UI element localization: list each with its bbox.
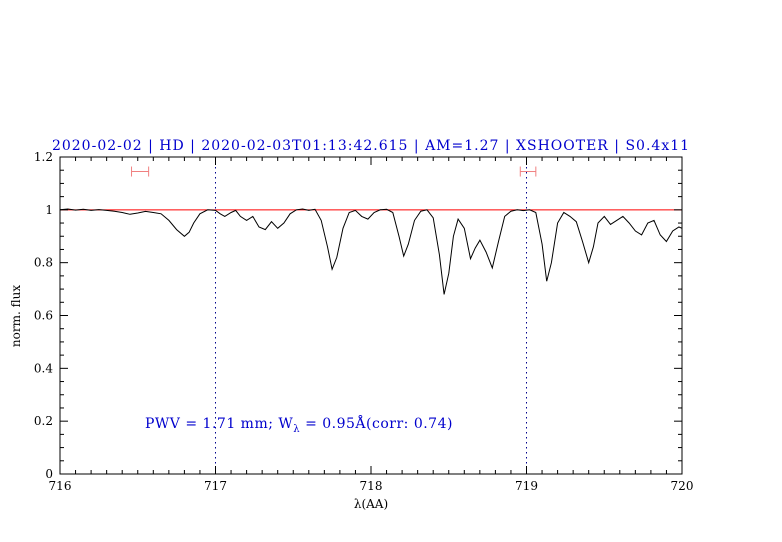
y-tick-label: 1 [45, 203, 53, 217]
pwv-annotation: PWV = 1.71 mm; Wλ = 0.95Å(corr: 0.74) [145, 414, 453, 435]
y-tick-label: 0.8 [34, 256, 53, 270]
x-tick-label: 719 [515, 479, 538, 493]
spectrum-line [59, 208, 683, 295]
y-tick-label: 0 [45, 467, 53, 481]
plot-area: 716 717 718 719 720 0 0.2 0.4 0.6 0.8 1 1.2 [34, 150, 694, 493]
x-axis-label: λ(AA) [354, 497, 388, 511]
y-tick-label: 0.2 [34, 414, 53, 428]
x-tick-label: 718 [360, 479, 383, 493]
y-tick-label: 0.6 [34, 309, 53, 323]
pwv-annotation-subscript: λ [293, 424, 300, 435]
y-axis-label: norm. flux [9, 285, 23, 347]
x-tick-label: 716 [49, 479, 72, 493]
x-tick-label: 720 [671, 479, 694, 493]
pwv-annotation-prefix: PWV = 1.71 mm; W [145, 416, 293, 432]
y-tick-label: 1.2 [34, 150, 53, 164]
x-tick-label: 717 [204, 479, 227, 493]
y-tick-label: 0.4 [34, 361, 53, 375]
pwv-annotation-suffix: = 0.95Å(corr: 0.74) [300, 414, 453, 432]
plot-title: 2020-02-02 | HD | 2020-02-03T01:13:42.61… [52, 138, 690, 154]
